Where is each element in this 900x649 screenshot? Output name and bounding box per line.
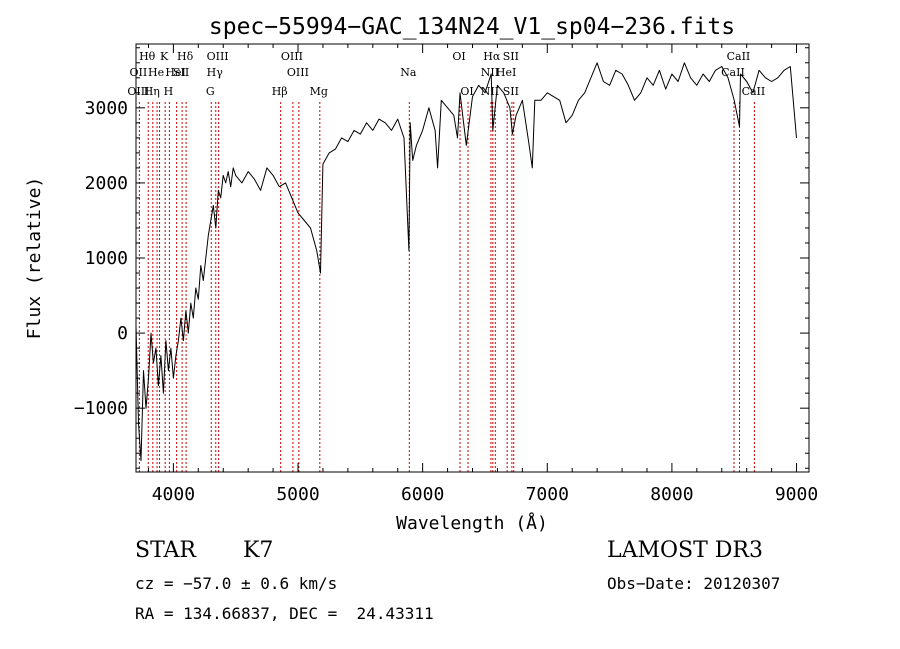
line-label-23-1: HeI bbox=[496, 66, 516, 79]
y-tick-label: 3000 bbox=[85, 98, 128, 119]
redshift-info: cz = −57.0 ± 0.6 km/s bbox=[135, 574, 338, 593]
line-label-16-2: Mg bbox=[310, 85, 328, 98]
plot-frame bbox=[135, 43, 810, 473]
coordinates: RA = 134.66837, DEC = 24.43311 bbox=[135, 604, 434, 623]
x-tick-label: 4000 bbox=[152, 484, 195, 505]
line-label-20-1: NII bbox=[481, 66, 499, 79]
object-subclass: K7 bbox=[243, 538, 274, 563]
line-label-15-1: OIII bbox=[287, 66, 309, 79]
object-class: STAR bbox=[135, 538, 196, 563]
line-label-13-2: Hβ bbox=[272, 85, 288, 98]
line-label-20-2: NII bbox=[481, 85, 499, 98]
x-tick-label: 6000 bbox=[401, 484, 444, 505]
y-tick-label: 2000 bbox=[85, 173, 128, 194]
line-label-0-1: OII bbox=[130, 66, 148, 79]
line-label-24-2: SII bbox=[503, 85, 519, 98]
survey-name: LAMOST DR3 bbox=[607, 538, 763, 563]
line-label-9-0: Hδ bbox=[177, 50, 194, 63]
obs-date: Obs−Date: 20120307 bbox=[607, 574, 781, 593]
line-label-19-2: OI bbox=[460, 85, 473, 98]
line-label-18-0: OI bbox=[452, 50, 465, 63]
line-label-11-1: Hγ bbox=[207, 66, 224, 79]
x-tick-label: 9000 bbox=[775, 484, 818, 505]
line-label-1-0: Hθ bbox=[139, 50, 156, 63]
x-axis-label: Wavelength (Å) bbox=[396, 512, 548, 534]
y-tick-label: 0 bbox=[117, 323, 128, 344]
line-label-6-2: H bbox=[164, 85, 174, 98]
line-label-7-1: HeI bbox=[165, 66, 185, 79]
y-axis-label: Flux (relative) bbox=[24, 177, 45, 340]
line-label-8-1: SII bbox=[173, 66, 189, 79]
line-label-5-0: K bbox=[160, 50, 169, 63]
line-label-21-0: Hα bbox=[483, 50, 501, 63]
line-label-10-2: G bbox=[206, 85, 215, 98]
x-tick-label: 5000 bbox=[276, 484, 319, 505]
line-label-3-1: He bbox=[148, 66, 164, 79]
y-tick-label: 1000 bbox=[85, 248, 128, 269]
line-label-12-0: OIII bbox=[207, 50, 229, 63]
y-tick-label: −1000 bbox=[74, 398, 128, 419]
line-label-28-2: CaII bbox=[742, 85, 766, 98]
line-label-0-2: OIII bbox=[127, 85, 149, 98]
line-label-17-1: Na bbox=[400, 66, 417, 79]
line-label-2-2: Hη bbox=[144, 85, 160, 98]
x-tick-label: 7000 bbox=[526, 484, 569, 505]
line-label-24-0: SII bbox=[503, 50, 519, 63]
line-label-14-0: OIII bbox=[281, 50, 303, 63]
chart-title: spec−55994−GAC_134N24_V1_sp04−236.fits bbox=[209, 14, 735, 40]
line-label-27-0: CaII bbox=[727, 50, 751, 63]
spectrum-line bbox=[135, 62, 797, 462]
x-tick-label: 8000 bbox=[650, 484, 693, 505]
line-label-26-1: CaII bbox=[721, 66, 745, 79]
